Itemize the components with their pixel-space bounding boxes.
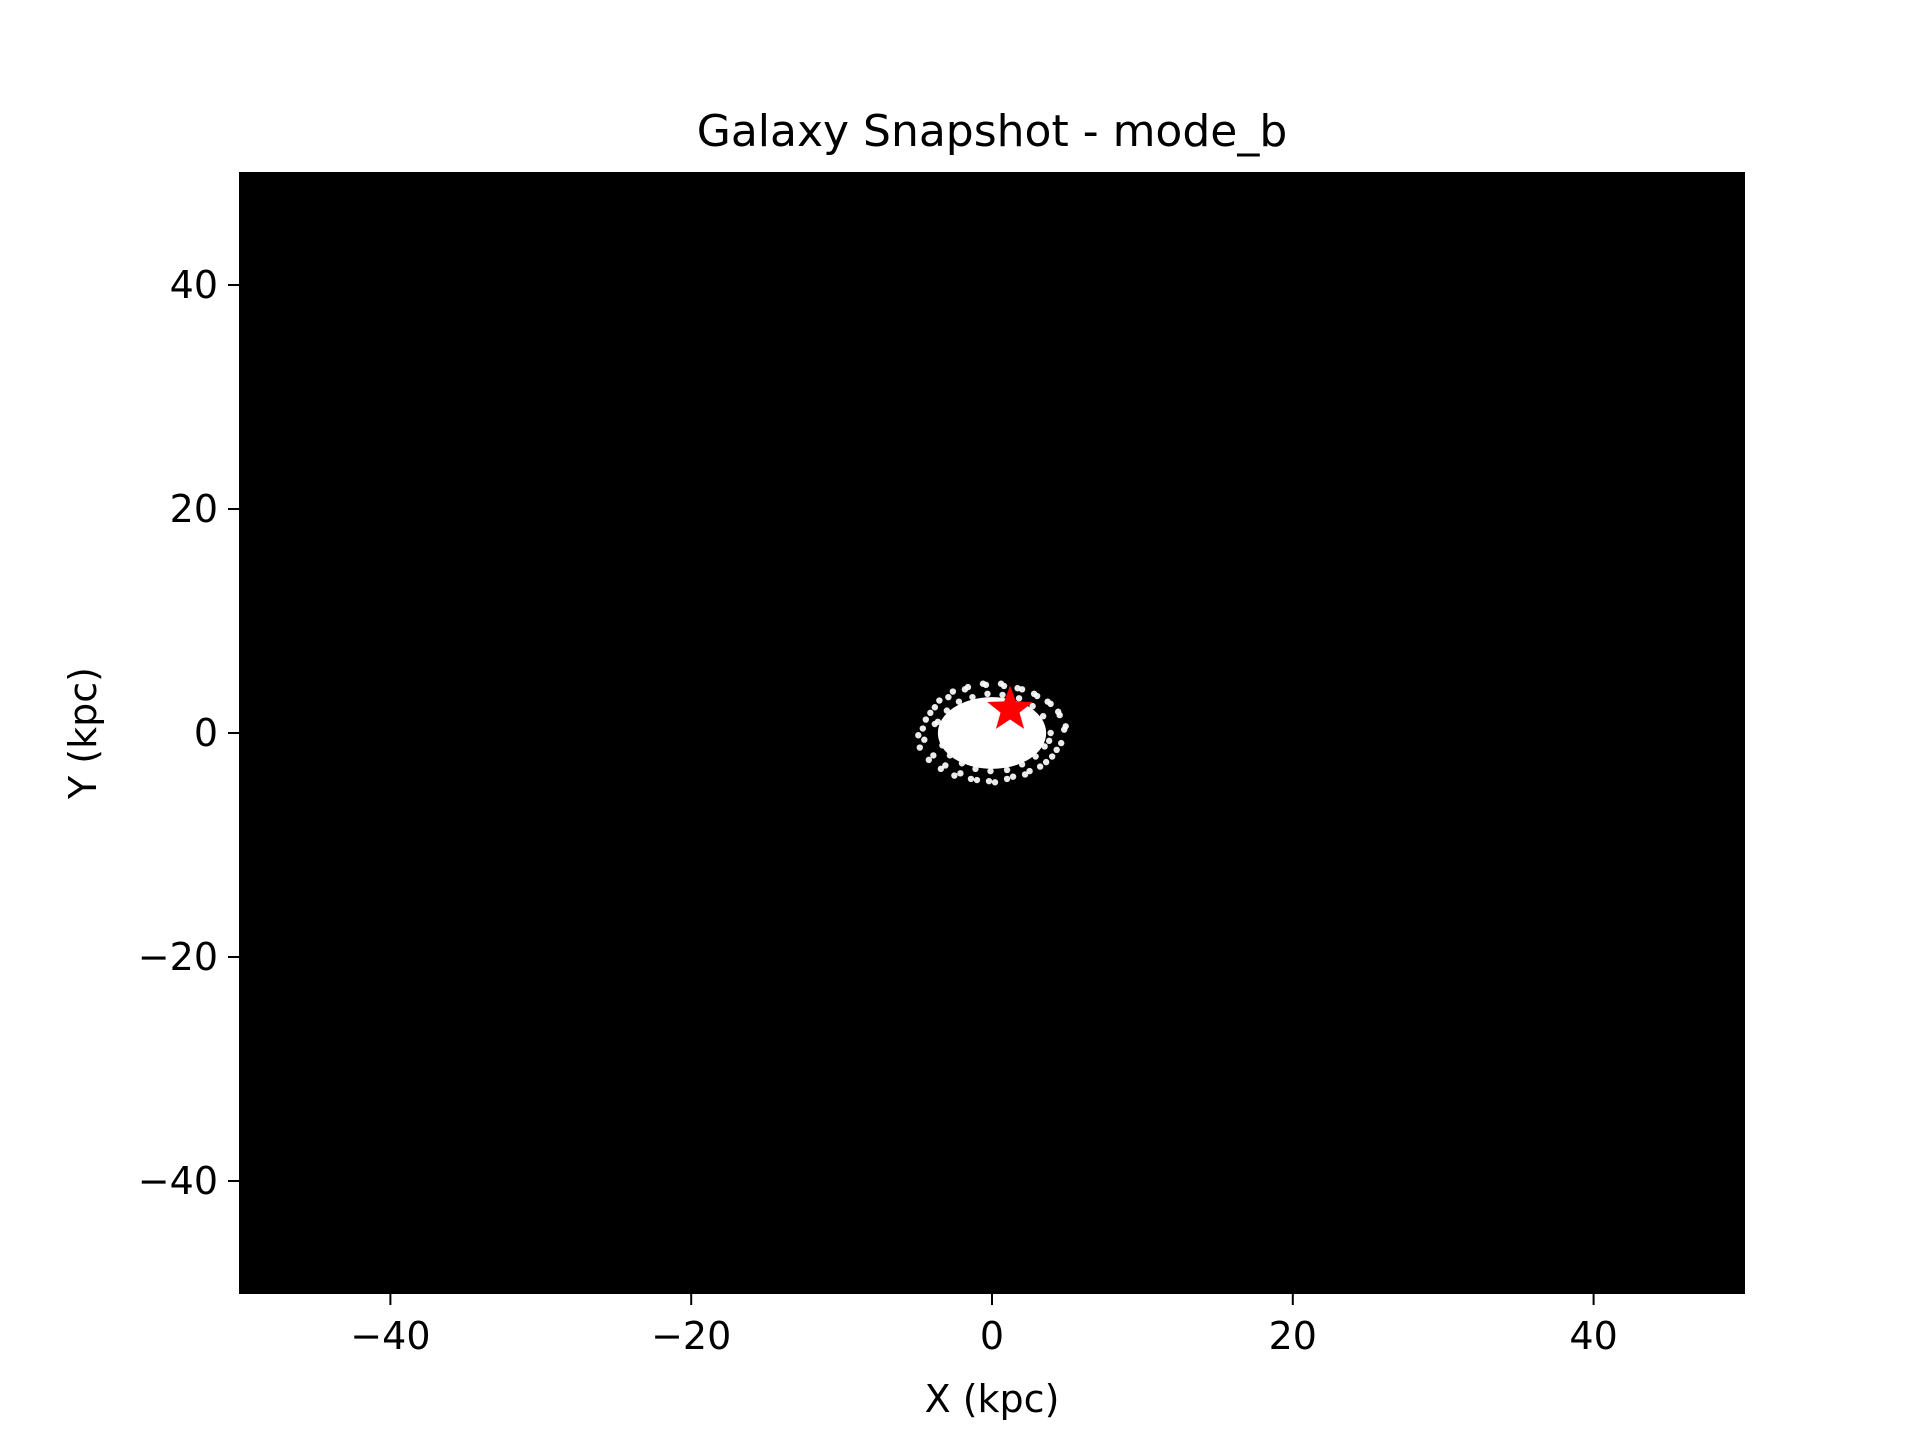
star-particle [955, 698, 963, 705]
x-tick-label: 20 [1269, 1314, 1317, 1358]
star-particle [999, 691, 1006, 699]
star-particle [964, 727, 972, 734]
star-particle [946, 752, 954, 759]
star-particle [1020, 711, 1027, 719]
star-particle [951, 723, 958, 730]
star-particle [993, 742, 1000, 749]
y-axis-label: Y (kpc) [61, 667, 105, 800]
star-particle [985, 777, 993, 785]
star-particle [1003, 775, 1011, 783]
star-particle [1062, 723, 1069, 730]
x-tick-label: −40 [350, 1314, 430, 1358]
star-particle [1036, 763, 1044, 770]
star-particle [949, 688, 957, 695]
star-particle [996, 754, 1003, 761]
y-tick-label: 20 [170, 487, 218, 531]
y-tick-label: −40 [138, 1159, 218, 1203]
star-particle [1029, 702, 1036, 710]
star-particle [969, 693, 976, 701]
star-particle [916, 744, 924, 751]
star-particle [931, 704, 939, 711]
star-particle [1026, 767, 1033, 775]
star-particle [985, 729, 993, 737]
star-particle [984, 690, 991, 697]
star-particle [1021, 771, 1029, 778]
star-particle [1048, 753, 1056, 760]
star-particle [951, 772, 958, 779]
star-particle [936, 697, 943, 704]
star-particle [997, 680, 1005, 687]
star-particle [979, 741, 987, 748]
star-particle [943, 707, 951, 714]
star-particle [1030, 690, 1038, 697]
star-particle [1014, 685, 1021, 692]
x-tick-label: 40 [1569, 1314, 1617, 1358]
star-particle [945, 693, 952, 701]
star-particle [1054, 708, 1062, 715]
star-particle [925, 756, 933, 764]
center-star-marker [987, 685, 1033, 729]
x-axis-label: X (kpc) [925, 1377, 1060, 1421]
star-particle [1003, 766, 1011, 774]
star-particle [1005, 738, 1012, 746]
star-particle [922, 716, 930, 723]
star-particle [1042, 758, 1050, 766]
x-axis: −40 −20 0 20 40 [350, 1293, 1618, 1358]
star-particle [1053, 746, 1060, 753]
star-particle [976, 705, 984, 712]
y-tick-label: −20 [138, 935, 218, 979]
star-particle [970, 733, 978, 740]
star-particle [975, 719, 982, 727]
star-particle [987, 767, 994, 775]
star-particle [1018, 761, 1026, 768]
star-particle [967, 775, 975, 783]
star-particle [1039, 713, 1047, 720]
star-particle [960, 714, 967, 721]
y-tick-label: 0 [194, 711, 218, 755]
star-particle [937, 765, 945, 773]
x-tick-label: 0 [980, 1314, 1004, 1358]
star-particle [1011, 748, 1018, 756]
star-particle [921, 736, 928, 743]
highlight-markers [987, 685, 1033, 729]
star-particle [1012, 732, 1020, 739]
star-particle [1024, 734, 1032, 741]
star-particle [930, 752, 937, 759]
star-particle [988, 715, 996, 722]
star-particle [939, 742, 946, 749]
star-particle [948, 733, 955, 740]
star-particle [979, 680, 987, 687]
star-particle [919, 725, 927, 732]
star-particle [966, 751, 973, 758]
star-particle [915, 732, 922, 739]
star-particle [1030, 724, 1038, 731]
star-particle [942, 762, 949, 769]
y-tick-label: 40 [170, 263, 218, 307]
chart-title: Galaxy Snapshot - mode_b [697, 106, 1288, 157]
x-tick-label: −20 [651, 1314, 731, 1358]
star-particle [973, 776, 981, 784]
star-particle [931, 720, 939, 728]
y-axis: −40 −20 0 20 40 [138, 263, 240, 1203]
star-particle [957, 770, 964, 777]
star-particle [927, 709, 934, 717]
star-particle [1009, 773, 1017, 780]
star-particle [1023, 739, 1030, 747]
star-particle [1041, 743, 1048, 750]
star-particle [1032, 753, 1039, 760]
star-particle [972, 765, 979, 773]
star-particle [991, 779, 999, 786]
star-particle [954, 743, 961, 750]
star-particle [981, 755, 988, 762]
star-particle [1047, 729, 1054, 737]
star-particle [1015, 695, 1023, 702]
star-particle [1045, 737, 1053, 745]
star-particle [1057, 739, 1065, 747]
star-particle [1044, 698, 1051, 705]
star-particle [961, 686, 969, 693]
star-particle [958, 760, 966, 767]
